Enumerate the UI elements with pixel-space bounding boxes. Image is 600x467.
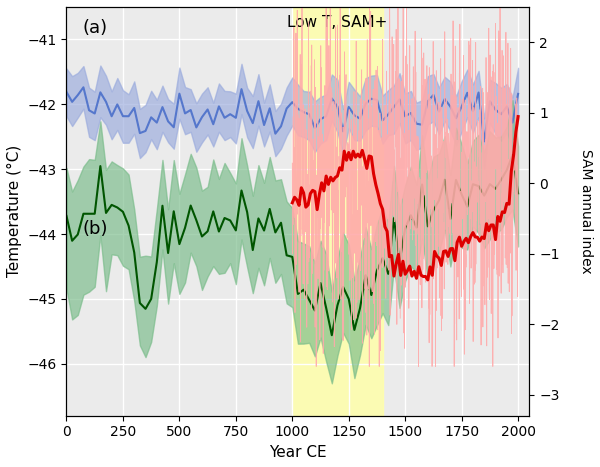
Y-axis label: Temperature (°C): Temperature (°C) (7, 145, 22, 277)
X-axis label: Year CE: Year CE (269, 445, 327, 460)
Y-axis label: SAM annual index: SAM annual index (579, 149, 593, 274)
Text: (a): (a) (83, 19, 108, 37)
Text: Low T, SAM+: Low T, SAM+ (287, 15, 388, 30)
Bar (292, 7, 383, 416)
Text: (b): (b) (83, 219, 108, 238)
